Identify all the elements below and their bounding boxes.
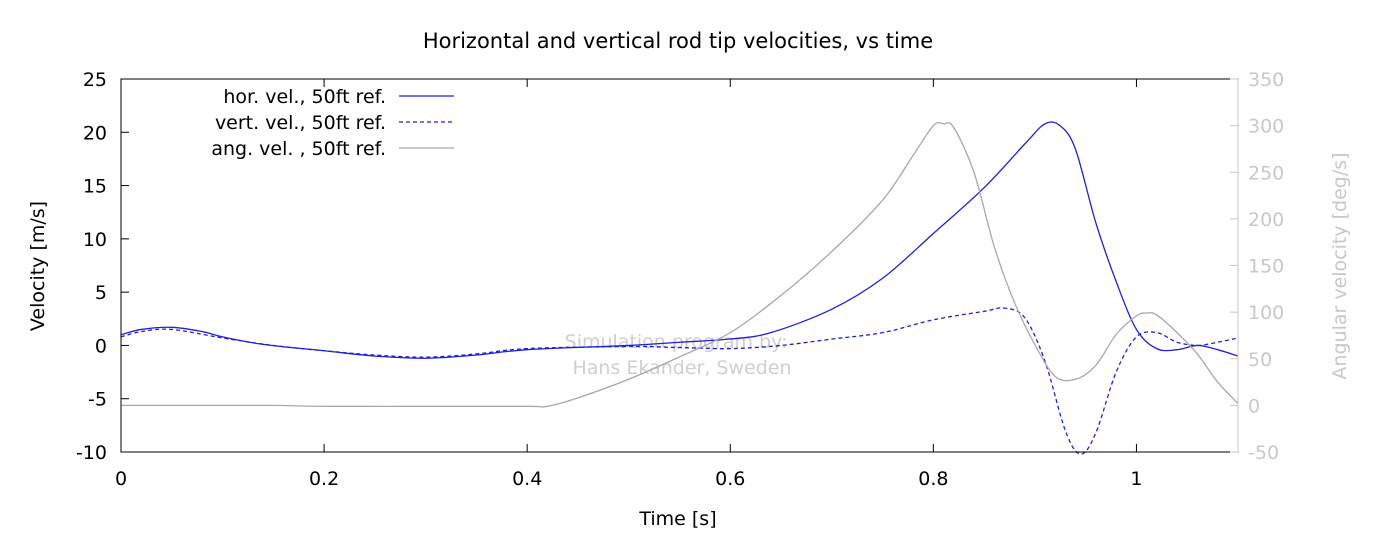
y-axis-left: -10 -5 0 5 10 15 20 25 — [76, 69, 129, 464]
series-line-hor-vel — [120, 121, 1239, 359]
y-tick-label: 10 — [83, 229, 107, 251]
legend-label-hor-vel: hor. vel., 50ft ref. — [223, 86, 386, 108]
y-tick-label: -5 — [88, 389, 107, 411]
y-tick-label: -10 — [76, 442, 107, 464]
legend-label-ang-vel: ang. vel. , 50ft ref. — [211, 138, 386, 160]
x-tick-label: 0.2 — [309, 468, 339, 490]
y-tick-label: 25 — [83, 69, 107, 91]
legend: hor. vel., 50ft ref. vert. vel., 50ft re… — [211, 86, 454, 160]
y2-tick-label: -50 — [1248, 442, 1279, 464]
y-axis-right: -50 0 50 100 150 200 250 300 350 — [1230, 69, 1284, 464]
y2-tick-label: 150 — [1248, 256, 1284, 278]
x-tick-label: 0.6 — [715, 468, 745, 490]
y-tick-label: 5 — [95, 282, 107, 304]
watermark-line-2: Hans Ekander, Sweden — [573, 357, 792, 379]
x-tick-label: 1 — [1130, 468, 1142, 490]
y-tick-label: 20 — [83, 122, 107, 144]
x-tick-label: 0.8 — [918, 468, 948, 490]
y2-tick-label: 300 — [1248, 116, 1284, 138]
x-tick-label: 0 — [115, 468, 127, 490]
y2-tick-label: 100 — [1248, 302, 1284, 324]
x-axis-label: Time [s] — [638, 508, 716, 530]
series-line-vert-vel — [120, 307, 1239, 455]
y2-tick-label: 50 — [1248, 349, 1272, 371]
x-tick-label: 0.4 — [512, 468, 542, 490]
y-tick-label: 0 — [95, 335, 107, 357]
y-axis-label: Velocity [m/s] — [27, 201, 49, 331]
plot-frame — [120, 78, 1239, 453]
y2-tick-label: 0 — [1248, 395, 1260, 417]
x-axis: 0 0.2 0.4 0.6 0.8 1 — [115, 79, 1143, 490]
y-tick-label: 15 — [83, 176, 107, 198]
legend-label-vert-vel: vert. vel., 50ft ref. — [215, 112, 386, 134]
y2-tick-label: 350 — [1248, 69, 1284, 91]
y2-axis-label: Angular velocity [deg/s] — [1329, 152, 1351, 379]
y2-tick-label: 250 — [1248, 162, 1284, 184]
series-line-ang-vel — [121, 121, 1239, 408]
chart-title: Horizontal and vertical rod tip velociti… — [423, 29, 933, 53]
y2-tick-label: 200 — [1248, 209, 1284, 231]
series-layer — [120, 121, 1239, 455]
